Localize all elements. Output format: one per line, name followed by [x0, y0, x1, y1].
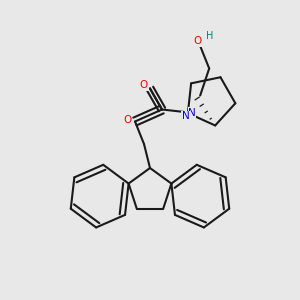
Text: O: O — [194, 37, 202, 46]
Text: N: N — [182, 111, 189, 121]
Text: O: O — [123, 115, 132, 125]
Text: N: N — [188, 107, 196, 118]
Text: H: H — [206, 32, 213, 41]
Text: O: O — [140, 80, 148, 91]
